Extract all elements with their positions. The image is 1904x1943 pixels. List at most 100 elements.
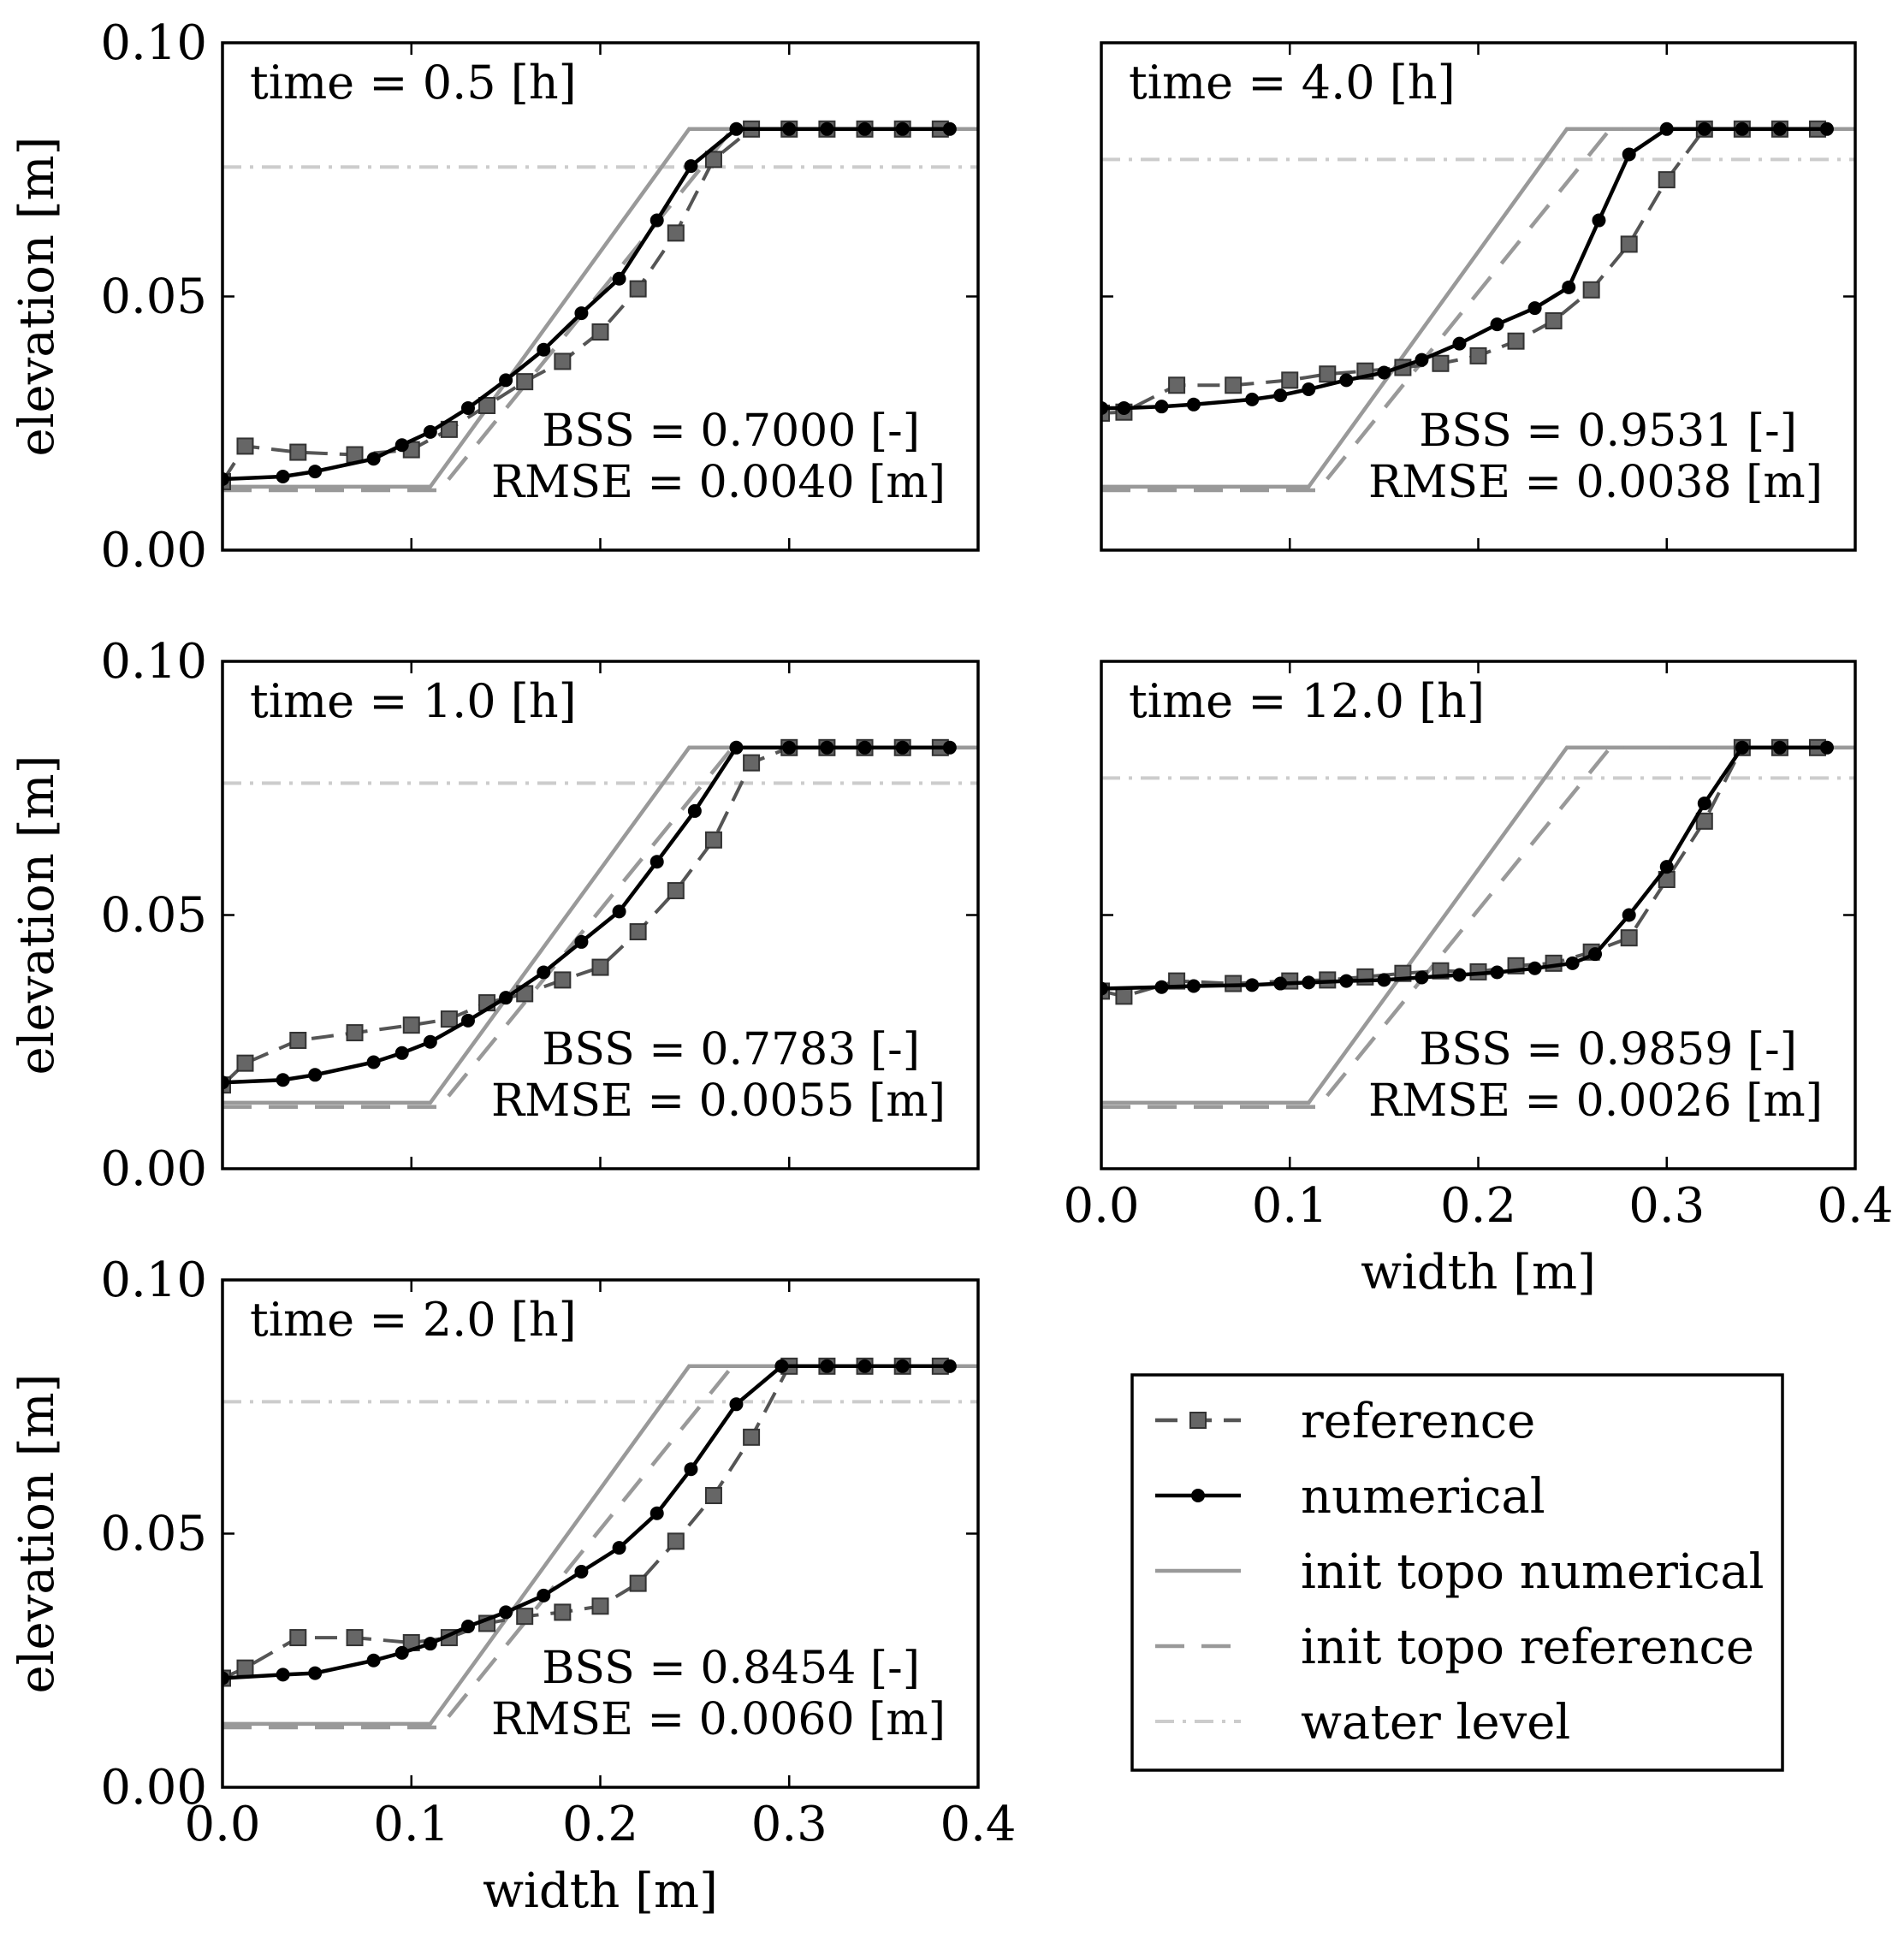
y-tick-label: 0.05 <box>100 888 207 944</box>
numerical-marker <box>574 1564 589 1579</box>
numerical-marker <box>942 121 957 136</box>
numerical-marker <box>649 1506 664 1520</box>
numerical-marker <box>460 1620 475 1634</box>
reference-marker <box>289 443 307 461</box>
rmse-label: RMSE = 0.0038 [m] <box>1368 457 1823 508</box>
numerical-marker <box>1735 740 1749 755</box>
numerical-marker <box>1245 978 1260 992</box>
numerical-marker <box>1592 213 1606 228</box>
time-label: time = 0.5 [h] <box>250 56 577 110</box>
reference-marker <box>704 831 722 849</box>
numerical-marker <box>1186 397 1201 412</box>
numerical-marker <box>574 934 589 949</box>
x-tick-label: 0.4 <box>1817 1178 1893 1234</box>
plot-area <box>222 1357 978 1730</box>
reference-marker <box>1168 376 1186 394</box>
panel-time-1.0: 0.00 0.05 0.10 elevation [m] time = 1.0 [h] B… <box>9 634 980 1197</box>
numerical-marker <box>857 1359 872 1373</box>
reference-marker <box>1469 347 1487 364</box>
numerical-marker <box>1377 973 1391 987</box>
reference-marker <box>554 352 572 370</box>
numerical-marker <box>1302 975 1316 990</box>
numerical-marker <box>460 1013 475 1028</box>
time-label: time = 1.0 [h] <box>250 674 577 728</box>
x-axis-title: width [m] <box>483 1863 718 1919</box>
numerical-marker <box>1622 147 1636 162</box>
legend-entry-init-topo-numerical: init topo numerical <box>1155 1544 1765 1600</box>
legend-swatch-marker <box>1189 1412 1207 1429</box>
numerical-marker <box>499 373 513 388</box>
numerical-marker <box>499 991 513 1005</box>
numerical-marker <box>499 1605 513 1620</box>
plot-area <box>1101 120 1855 493</box>
numerical-marker <box>1339 373 1354 388</box>
numerical-marker <box>276 1073 290 1087</box>
numerical-line <box>1101 745 1827 991</box>
reference-marker <box>236 437 254 455</box>
numerical-marker <box>1101 981 1108 996</box>
x-tick-label: 0.0 <box>184 1797 260 1852</box>
numerical-marker <box>276 470 290 484</box>
numerical-marker <box>1117 400 1131 415</box>
numerical-marker <box>684 159 698 174</box>
y-tick-label: 0.10 <box>100 15 207 71</box>
y-tick-label: 0.05 <box>100 270 207 325</box>
panel-time-4.0: time = 4.0 [h] BSS = 0.9531 [-]RMSE = 0.0… <box>1100 41 1857 552</box>
numerical-marker <box>366 1055 381 1069</box>
plot-area <box>222 120 978 493</box>
numerical-marker <box>1245 392 1260 406</box>
reference-marker <box>440 1010 458 1028</box>
reference-marker <box>629 1574 647 1592</box>
numerical-marker <box>782 121 797 136</box>
reference-marker <box>478 396 496 414</box>
reference-marker <box>236 1054 254 1072</box>
numerical-marker <box>1735 121 1749 136</box>
numerical-marker <box>1562 280 1576 294</box>
x-tick-label: 0.3 <box>751 1797 827 1852</box>
numerical-marker <box>1339 974 1354 988</box>
panel-time-2.0: 0.00 0.05 0.10 0.0 0.1 0.2 0.3 0.4 elevation [m]… <box>9 1253 1017 1919</box>
numerical-marker <box>774 1359 789 1373</box>
legend-label: water level <box>1301 1695 1570 1750</box>
legend-entry-reference: reference <box>1155 1394 1535 1449</box>
time-label: time = 4.0 [h] <box>1129 56 1456 110</box>
numerical-marker <box>423 424 437 439</box>
numerical-marker <box>366 452 381 466</box>
numerical-marker <box>308 1666 323 1680</box>
numerical-marker <box>1302 382 1316 397</box>
legend-label: reference <box>1301 1394 1535 1449</box>
numerical-marker <box>1490 965 1504 980</box>
y-tick-label: 0.10 <box>100 1253 207 1308</box>
y-tick-label: 0.05 <box>100 1507 207 1562</box>
numerical-marker <box>942 1359 957 1373</box>
reference-marker <box>402 1016 420 1034</box>
numerical-marker <box>895 740 910 755</box>
numerical-marker <box>1772 121 1787 136</box>
numerical-marker <box>574 306 589 321</box>
numerical-marker <box>1452 336 1467 351</box>
rmse-label: RMSE = 0.0040 [m] <box>491 457 946 508</box>
numerical-marker <box>1697 121 1711 136</box>
numerical-marker <box>649 855 664 869</box>
x-tick-label: 0.2 <box>562 1797 638 1852</box>
numerical-marker <box>308 465 323 479</box>
numerical-marker <box>537 1588 551 1602</box>
legend: reference numerical init topo numerical ini… <box>1130 1373 1784 1772</box>
bss-label: BSS = 0.7783 [-] <box>542 1024 920 1075</box>
numerical-marker <box>1527 961 1542 975</box>
numerical-marker <box>684 1462 698 1477</box>
reference-marker <box>743 754 761 772</box>
reference-marker <box>591 323 609 341</box>
reference-marker <box>1432 354 1450 372</box>
numerical-marker <box>612 1541 626 1555</box>
numerical-marker <box>857 121 872 136</box>
numerical-marker <box>423 1034 437 1049</box>
numerical-marker <box>729 1397 744 1412</box>
time-label: time = 12.0 [h] <box>1129 674 1485 728</box>
reference-marker <box>346 1024 364 1042</box>
reference-marker <box>704 151 722 169</box>
numerical-marker <box>222 471 229 486</box>
numerical-marker <box>895 121 910 136</box>
legend-label: numerical <box>1301 1469 1545 1525</box>
